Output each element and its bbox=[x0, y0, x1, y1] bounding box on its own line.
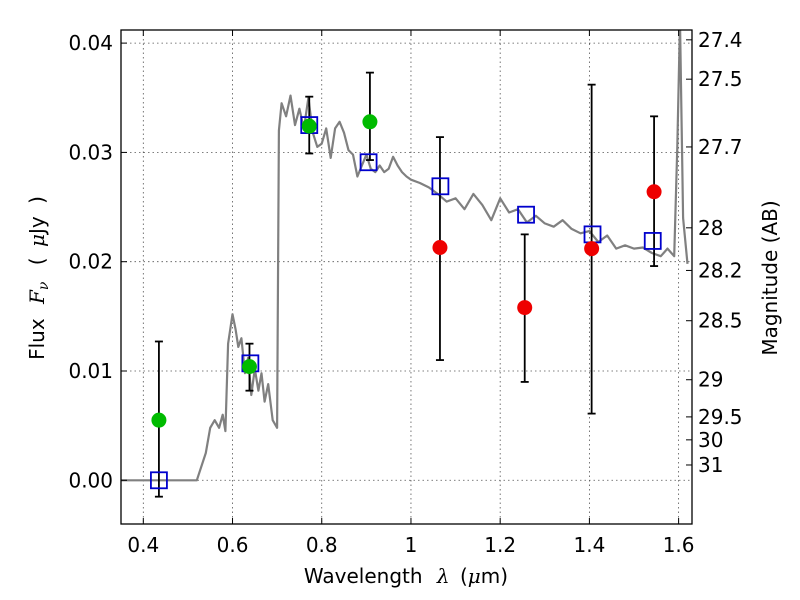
red-data-point bbox=[646, 184, 662, 200]
green-data-point bbox=[151, 412, 167, 428]
y2-tick-label: 27.5 bbox=[698, 67, 743, 91]
y2-tick-label: 28 bbox=[698, 216, 723, 240]
plot-clipped-group bbox=[121, 30, 689, 498]
y2-tick-label: 28.5 bbox=[698, 309, 743, 333]
y-tick-label: 0.04 bbox=[68, 31, 113, 55]
y2-tick-label: 29 bbox=[698, 368, 723, 392]
plot-frame bbox=[120, 29, 693, 525]
x-tick-label: 1.2 bbox=[484, 533, 516, 557]
plot-area bbox=[121, 30, 689, 498]
x-tick-label: 1 bbox=[405, 533, 418, 557]
y-tick-label: 0.00 bbox=[68, 468, 113, 492]
green-data-point bbox=[241, 359, 257, 375]
y2-tick-label: 30 bbox=[698, 428, 723, 452]
y-axis-label-symbol: F bbox=[25, 289, 49, 305]
model-photometry-box bbox=[359, 153, 378, 172]
x-tick-label: 1.4 bbox=[573, 533, 605, 557]
model-photometry-box bbox=[643, 232, 662, 250]
model-photometry-box bbox=[150, 471, 168, 490]
y-tick-label: 0.03 bbox=[68, 140, 113, 164]
red-data-point bbox=[584, 241, 600, 257]
y-axis-label-unit-open: ( bbox=[25, 257, 49, 265]
x-tick-label: 1.6 bbox=[663, 533, 695, 557]
model-photometry-box bbox=[431, 177, 450, 196]
y-tick-label: 0.01 bbox=[68, 359, 113, 383]
model-spectrum-line bbox=[121, 30, 689, 482]
model-photometry-box bbox=[517, 205, 535, 224]
y-axis-label-symbol-sub: ν bbox=[36, 281, 52, 290]
red-data-point bbox=[432, 239, 448, 255]
y-axis-label: Flux Fν ( μJy ) bbox=[25, 196, 53, 360]
axis-ticks: 0.4 0.6 0.8 1 1.2 1.4 1.6 0.00 0.01 0.02 0.03 0.04 2… bbox=[68, 28, 742, 557]
red-data-point bbox=[517, 300, 533, 316]
y2-axis-label: Magnitude (AB) bbox=[758, 200, 782, 355]
y2-tick-label: 29.5 bbox=[698, 405, 743, 429]
y2-tick-label: 28.2 bbox=[698, 258, 743, 282]
x-axis-label: Wavelength λ (μm) bbox=[304, 564, 508, 588]
y2-tick-label: 27.7 bbox=[698, 135, 743, 159]
x-axis-label-text: Wavelength bbox=[304, 564, 423, 588]
x-tick-label: 0.8 bbox=[306, 533, 338, 557]
x-axis-label-unit-open: ( bbox=[460, 564, 468, 588]
y2-tick-label: 27.4 bbox=[698, 28, 743, 52]
y-tick-label: 0.02 bbox=[68, 250, 113, 274]
y-axis-label-unit-rest: Jy bbox=[25, 216, 49, 236]
x-tick-label: 0.6 bbox=[217, 533, 249, 557]
y2-tick-label: 31 bbox=[698, 453, 723, 477]
green-data-point bbox=[362, 114, 378, 130]
x-axis-label-symbol: λ bbox=[436, 564, 450, 588]
x-axis-label-unit-mu: μ bbox=[468, 564, 481, 588]
y-axis-label-unit-close: ) bbox=[25, 196, 49, 204]
x-tick-label: 0.4 bbox=[127, 533, 159, 557]
y-axis-label-unit-mu: μ bbox=[25, 234, 49, 247]
x-axis-label-unit-rest: m) bbox=[481, 564, 508, 588]
green-data-point bbox=[301, 118, 317, 134]
y-axis-label-text: Flux bbox=[25, 318, 49, 360]
